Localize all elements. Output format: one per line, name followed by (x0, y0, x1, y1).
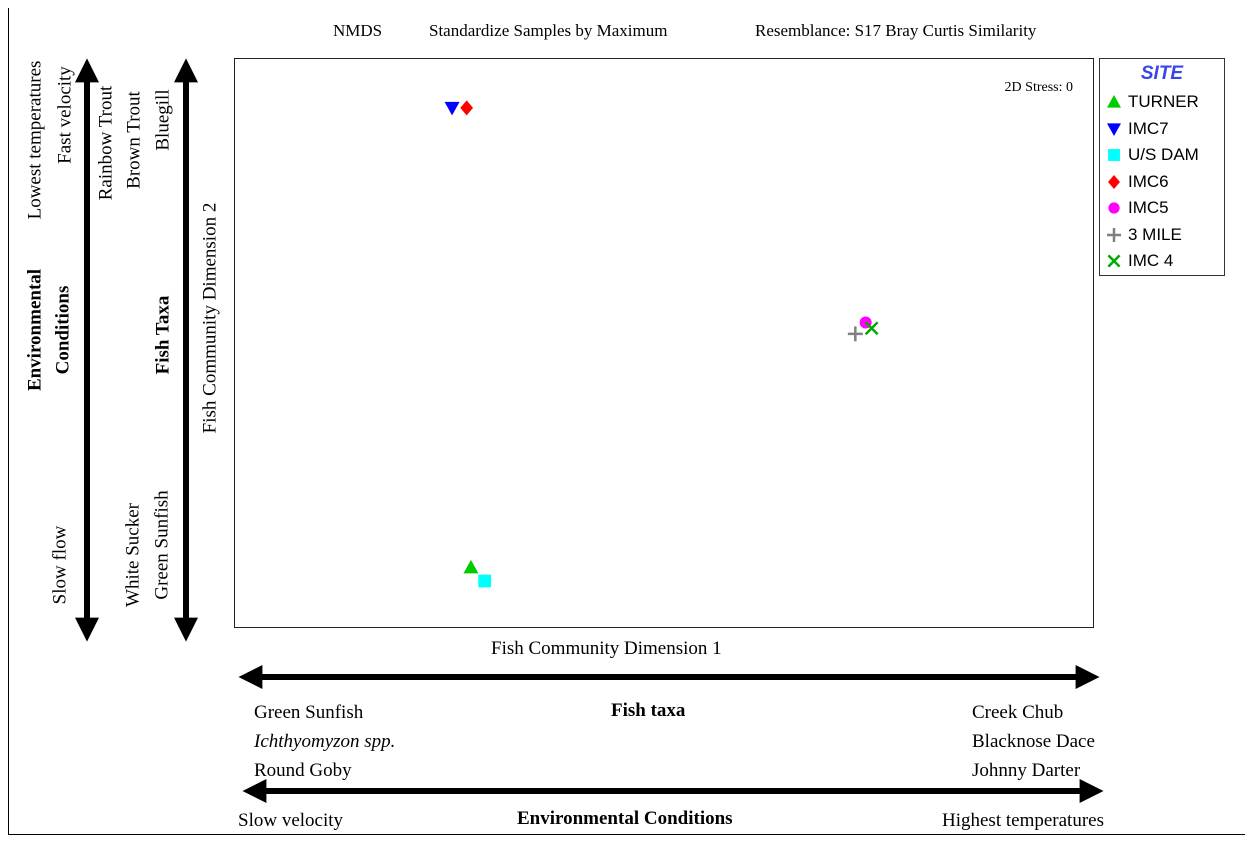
legend: SITE TURNER IMC7 U/S DAM IMC6 IMC5 3 MILE IMC … (1099, 58, 1225, 276)
bottom-taxa-left-1: Ichthyomyzon spp. (254, 731, 396, 752)
point-imc6 (460, 100, 474, 116)
taxa-bottom-1: Green Sunfish (151, 490, 173, 600)
legend-item-imc7: IMC7 (1106, 119, 1169, 139)
point-imc7 (444, 101, 460, 116)
bottom-taxa-right-0: Creek Chub (972, 702, 1064, 723)
env-bottom: Slow flow (49, 525, 71, 605)
bottom-taxa-left-2: Round Goby (254, 760, 352, 781)
bottom-taxa-title: Fish taxa (611, 700, 686, 721)
bottom-env-title: Environmental Conditions (517, 808, 733, 829)
header-standardize: Standardize Samples by Maximum (429, 21, 668, 40)
point-turner (463, 559, 479, 574)
header-resemblance: Resemblance: S17 Bray Curtis Similarity (755, 21, 1037, 40)
plot-area: 2D Stress: 0 (234, 58, 1094, 628)
legend-title: SITE (1140, 63, 1184, 84)
figure-frame (8, 8, 1245, 835)
x-axis-label: Fish Community Dimension 1 (491, 638, 722, 659)
legend-label: U/S DAM (1128, 145, 1199, 164)
env-title-line1: Environmental (24, 268, 46, 392)
legend-symbol (1107, 95, 1121, 108)
taxa-top-1: Brown Trout (123, 91, 145, 189)
legend-label: 3 MILE (1128, 224, 1182, 244)
taxa-top-0: Rainbow Trout (95, 85, 117, 201)
env-title-line2: Conditions (52, 285, 74, 375)
env-top-line2: Fast velocity (54, 66, 76, 164)
legend-symbol (1108, 174, 1120, 189)
legend-label: IMC6 (1128, 171, 1169, 191)
bottom-taxa-right-2: Johnny Darter (972, 760, 1081, 781)
bottom-taxa-left-0: Green Sunfish (254, 702, 364, 723)
bottom-env-right: Highest temperatures (942, 810, 1104, 831)
legend-item-u-s-dam: U/S DAM (1106, 145, 1199, 165)
legend-item-imc5: IMC5 (1106, 198, 1169, 218)
legend-label: IMC 4 (1128, 251, 1174, 270)
legend-label: IMC5 (1128, 198, 1169, 217)
legend-symbol (1107, 227, 1121, 242)
point-u-s-dam (478, 574, 492, 588)
env-top-line1: Lowest temperatures (24, 60, 46, 220)
point-imc-4 (864, 321, 879, 336)
taxa-bottom-0: White Sucker (122, 503, 144, 607)
bottom-taxa-right-1: Blacknose Dace (972, 731, 1095, 752)
legend-symbol (1107, 254, 1121, 268)
legend-item-imc6: IMC6 (1106, 172, 1169, 192)
legend-item-imc-4: IMC 4 (1106, 251, 1173, 271)
legend-symbol (1108, 202, 1120, 214)
legend-symbol (1108, 149, 1120, 161)
taxa-title: Fish Taxa (152, 295, 174, 375)
legend-item-turner: TURNER (1106, 92, 1199, 112)
stress-label: 2D Stress: 0 (1004, 80, 1073, 95)
scatter-points (444, 100, 879, 588)
y-axis-label: Fish Community Dimension 2 (199, 202, 221, 434)
header-method: NMDS (333, 21, 383, 40)
bottom-env-left: Slow velocity (238, 810, 344, 831)
legend-label: IMC7 (1128, 118, 1169, 138)
legend-item-3-mile: 3 MILE (1106, 225, 1182, 245)
taxa-top-2: Bluegill (152, 89, 174, 151)
point-3-mile (847, 326, 863, 342)
legend-symbol (1107, 122, 1121, 136)
legend-label: TURNER (1128, 92, 1199, 111)
